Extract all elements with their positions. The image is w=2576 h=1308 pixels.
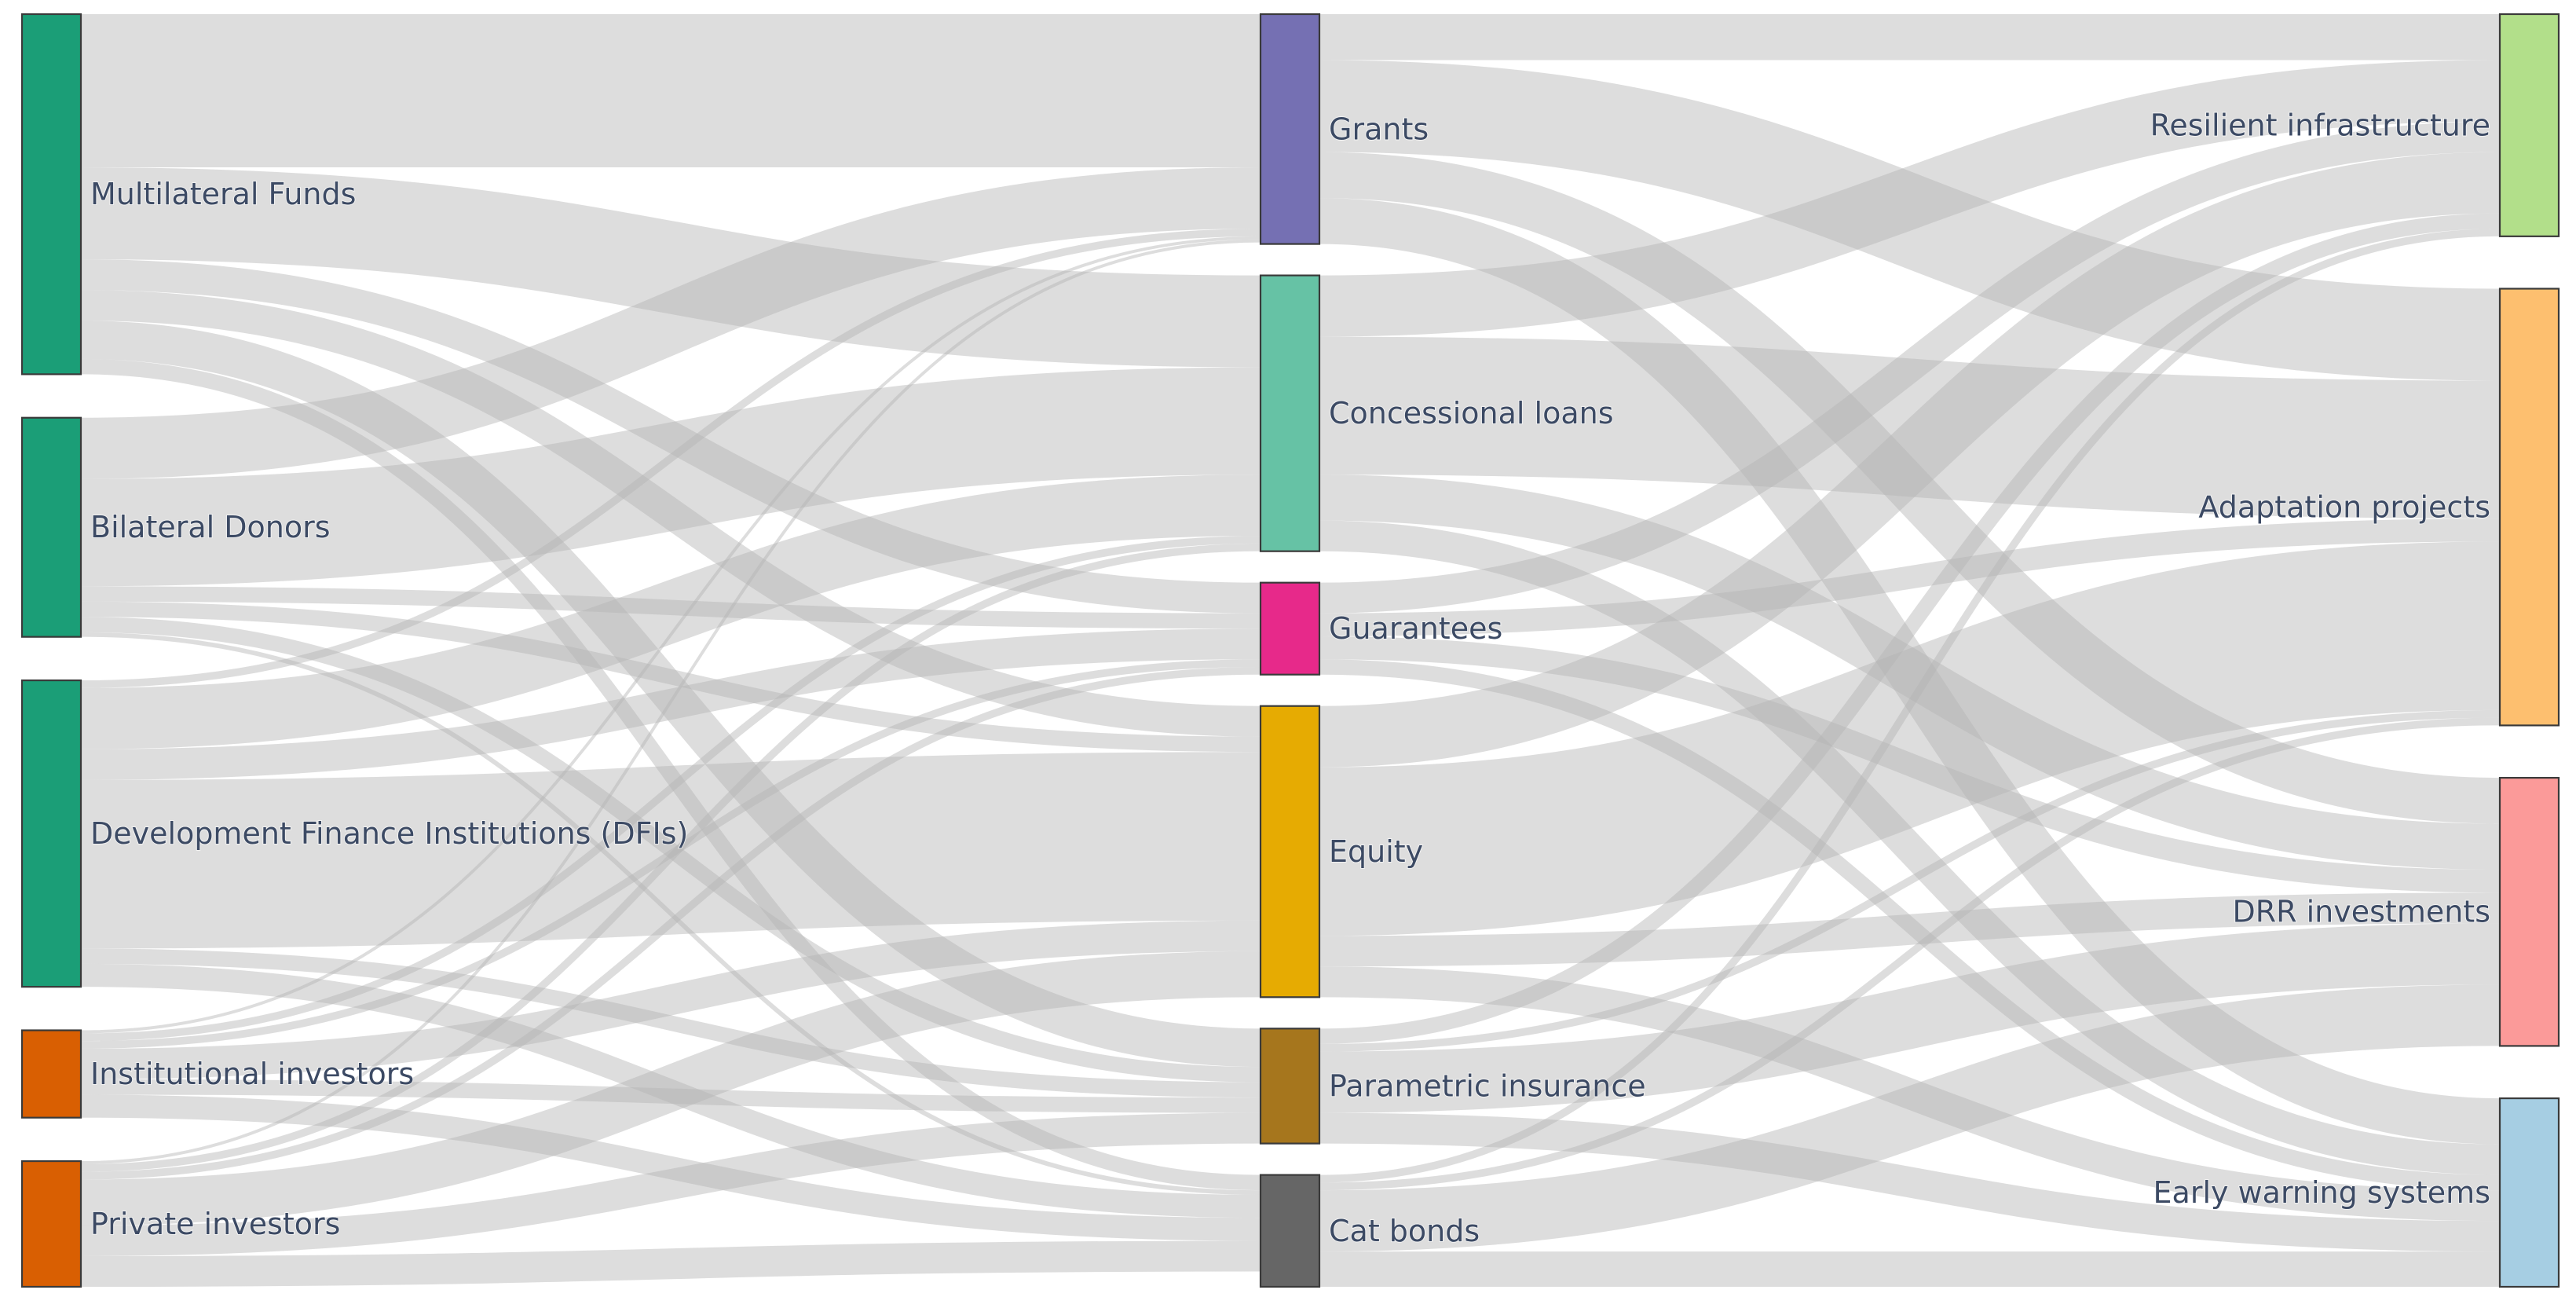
link-pi-to-pins[interactable] bbox=[80, 1112, 1261, 1256]
link-pins-to-ap[interactable] bbox=[1319, 709, 2501, 1052]
link-bd-to-pins[interactable] bbox=[80, 617, 1261, 1083]
node-gr[interactable] bbox=[1259, 13, 1321, 245]
link-pi-to-eq[interactable] bbox=[80, 951, 1261, 1226]
node-ri[interactable] bbox=[2498, 13, 2560, 237]
node-label-cl: Concessional loans bbox=[1329, 396, 1614, 431]
node-ii[interactable] bbox=[20, 1029, 82, 1119]
link-mf-to-gu[interactable] bbox=[80, 259, 1261, 614]
link-cb-to-drr[interactable] bbox=[1319, 984, 2501, 1252]
node-gu[interactable] bbox=[1259, 581, 1321, 676]
node-label-dfi: Development Finance Institutions (DFIs) bbox=[90, 816, 688, 851]
link-mf-to-pins[interactable] bbox=[80, 321, 1261, 1068]
node-bd[interactable] bbox=[20, 416, 82, 638]
link-pins-to-drr[interactable] bbox=[1319, 923, 2501, 1113]
link-gr-to-ews[interactable] bbox=[1319, 198, 2501, 1145]
node-mf[interactable] bbox=[20, 13, 82, 376]
link-dfi-to-cl[interactable] bbox=[80, 474, 1261, 749]
link-cl-to-ews[interactable] bbox=[1319, 520, 2501, 1175]
node-label-eq: Equity bbox=[1329, 834, 1423, 869]
link-bd-to-gu[interactable] bbox=[80, 586, 1261, 629]
link-eq-to-ap[interactable] bbox=[1319, 541, 2501, 936]
link-cl-to-ap[interactable] bbox=[1319, 336, 2501, 519]
link-pi-to-cl[interactable] bbox=[80, 543, 1261, 1172]
link-cb-to-ap[interactable] bbox=[1319, 717, 2501, 1191]
link-cb-to-ri[interactable] bbox=[1319, 229, 2501, 1183]
link-bd-to-cl[interactable] bbox=[80, 367, 1261, 587]
link-pi-to-gu[interactable] bbox=[80, 666, 1261, 1180]
link-mf-to-cl[interactable] bbox=[80, 167, 1261, 368]
link-eq-to-ews[interactable] bbox=[1319, 966, 2501, 1222]
link-ii-to-cb[interactable] bbox=[80, 1094, 1261, 1241]
link-bd-to-cb[interactable] bbox=[80, 632, 1261, 1195]
node-label-gu: Guarantees bbox=[1329, 611, 1502, 646]
link-ii-to-cl[interactable] bbox=[80, 536, 1261, 1042]
link-ii-to-gu[interactable] bbox=[80, 659, 1261, 1049]
link-gr-to-ap[interactable] bbox=[1319, 60, 2501, 381]
node-cb[interactable] bbox=[1259, 1174, 1321, 1288]
node-label-drr: DRR investments bbox=[2232, 895, 2490, 929]
node-label-gr: Grants bbox=[1329, 112, 1429, 146]
link-dfi-to-cb[interactable] bbox=[80, 963, 1261, 1218]
node-pi[interactable] bbox=[20, 1160, 82, 1288]
node-ap[interactable] bbox=[2498, 288, 2560, 727]
node-label-mf: Multilateral Funds bbox=[90, 177, 356, 211]
link-gu-to-ri[interactable] bbox=[1319, 121, 2501, 614]
link-eq-to-drr[interactable] bbox=[1319, 892, 2501, 967]
node-label-pi: Private investors bbox=[90, 1207, 340, 1241]
link-gu-to-ews[interactable] bbox=[1319, 659, 2501, 1191]
link-pi-to-gr[interactable] bbox=[80, 239, 1261, 1164]
link-gu-to-drr[interactable] bbox=[1319, 636, 2501, 893]
link-gr-to-drr[interactable] bbox=[1319, 152, 2501, 824]
node-drr[interactable] bbox=[2498, 776, 2560, 1047]
link-mf-to-cb[interactable] bbox=[80, 358, 1261, 1191]
node-eq[interactable] bbox=[1259, 705, 1321, 998]
link-dfi-to-eq[interactable] bbox=[80, 752, 1261, 949]
link-pins-to-ri[interactable] bbox=[1319, 213, 2501, 1044]
link-dfi-to-pins[interactable] bbox=[80, 948, 1261, 1098]
sankey-labels: Multilateral Funds Bilateral Donors Develo… bbox=[90, 107, 2491, 1248]
sankey-nodes bbox=[20, 13, 2560, 1288]
sankey-links bbox=[80, 13, 2501, 1288]
link-bd-to-eq[interactable] bbox=[80, 601, 1261, 753]
link-ii-to-gr[interactable] bbox=[80, 236, 1261, 1034]
node-label-ri: Resilient infrastructure bbox=[2150, 108, 2490, 142]
node-pins[interactable] bbox=[1259, 1028, 1321, 1145]
node-label-pins: Parametric insurance bbox=[1329, 1068, 1646, 1103]
node-dfi[interactable] bbox=[20, 679, 82, 988]
link-pins-to-ews[interactable] bbox=[1319, 1112, 2501, 1252]
node-label-bd: Bilateral Donors bbox=[90, 510, 331, 544]
node-cl[interactable] bbox=[1259, 274, 1321, 552]
link-dfi-to-gr[interactable] bbox=[80, 229, 1261, 688]
link-ii-to-eq[interactable] bbox=[80, 920, 1261, 1079]
node-label-ews: Early warning systems bbox=[2153, 1175, 2490, 1210]
link-cl-to-ri[interactable] bbox=[1319, 60, 2501, 337]
node-ews[interactable] bbox=[2498, 1097, 2560, 1288]
node-label-cb: Cat bonds bbox=[1329, 1214, 1480, 1248]
link-pi-to-cb[interactable] bbox=[80, 1240, 1261, 1287]
link-gu-to-ap[interactable] bbox=[1319, 518, 2501, 636]
link-bd-to-gr[interactable] bbox=[80, 167, 1261, 479]
link-mf-to-eq[interactable] bbox=[80, 290, 1261, 737]
node-label-ap: Adaptation projects bbox=[2198, 489, 2490, 524]
node-label-ii: Institutional investors bbox=[90, 1057, 414, 1091]
link-cl-to-drr[interactable] bbox=[1319, 474, 2501, 870]
link-eq-to-ri[interactable] bbox=[1319, 152, 2501, 768]
link-dfi-to-gu[interactable] bbox=[80, 628, 1261, 780]
link-ii-to-pins[interactable] bbox=[80, 1079, 1261, 1113]
